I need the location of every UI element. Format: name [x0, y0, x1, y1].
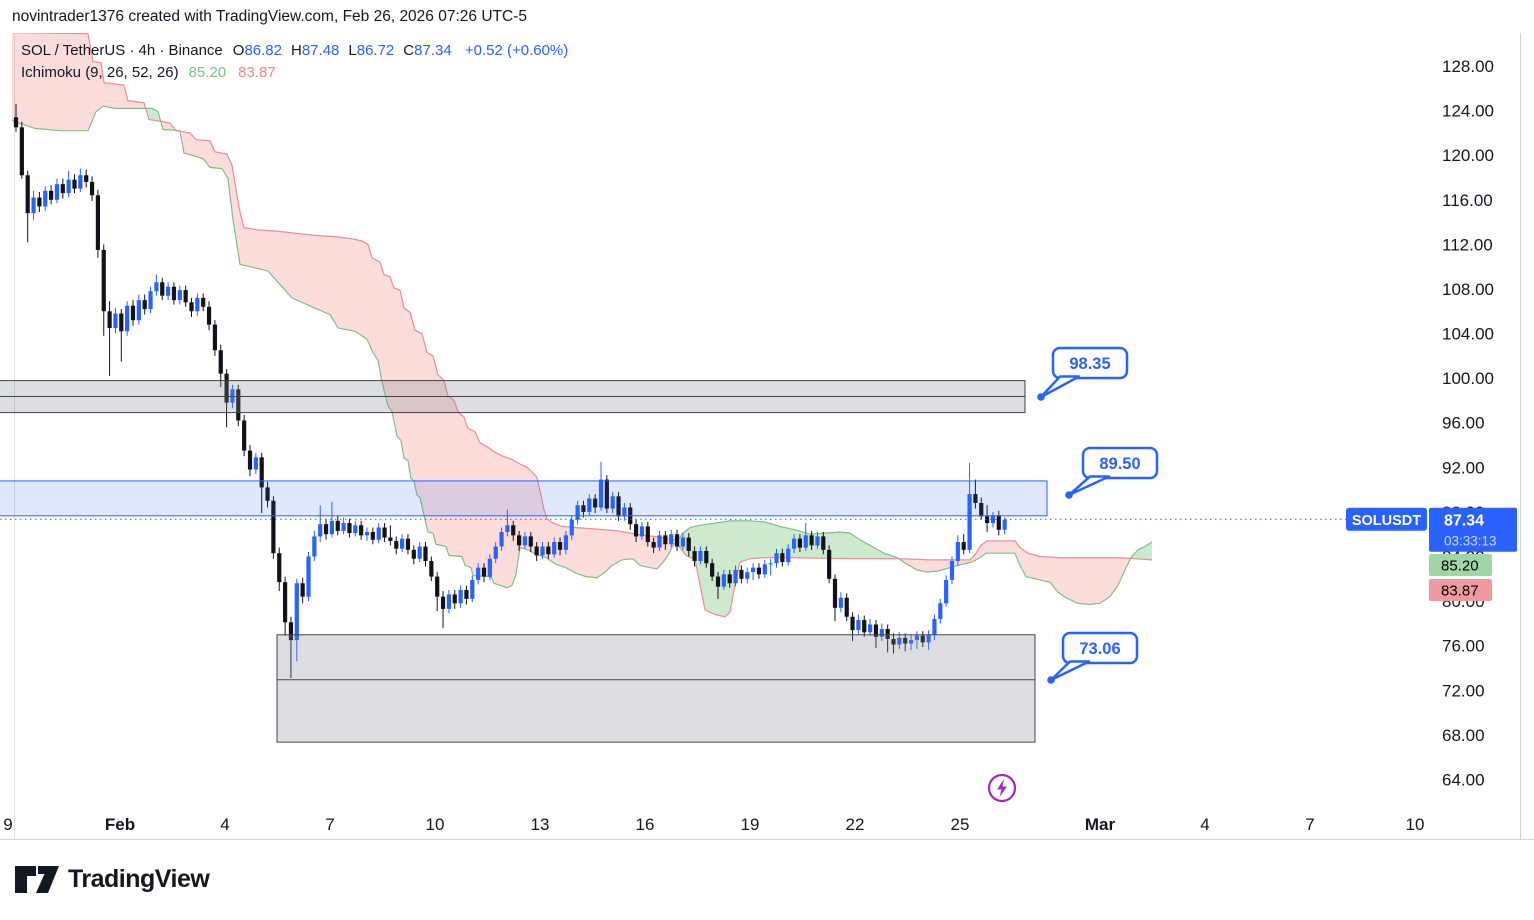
svg-text:83.87: 83.87: [1441, 583, 1479, 600]
svg-text:85.20: 85.20: [1441, 558, 1479, 575]
svg-text:4: 4: [220, 815, 229, 834]
svg-text:116.00: 116.00: [1442, 191, 1493, 210]
svg-text:64.00: 64.00: [1442, 770, 1485, 789]
time-axis[interactable]: 9 Feb 4 7 10 13 16 19 22 25 Mar 4 7 10: [0, 815, 1534, 840]
tradingview-logo-text: TradingView: [68, 864, 210, 893]
svg-text:104.00: 104.00: [1442, 325, 1494, 344]
senkou-b-label: 83.87: [1429, 579, 1492, 601]
svg-text:124.00: 124.00: [1442, 102, 1494, 121]
svg-text:89.50: 89.50: [1099, 455, 1140, 473]
price-callout-98.35[interactable]: 98.35: [1037, 346, 1129, 401]
price-callout-73.06[interactable]: 73.06: [1047, 631, 1139, 684]
svg-text:100.00: 100.00: [1442, 369, 1494, 388]
svg-text:10: 10: [1406, 815, 1425, 834]
svg-text:25: 25: [951, 815, 970, 834]
price-badges: SOLUSDT 87.34 03:33:13 85.20 83.87: [1346, 507, 1517, 601]
attribution-text: novintrader1376 created with TradingView…: [12, 8, 527, 25]
svg-text:128.00: 128.00: [1442, 57, 1494, 76]
price-callout-89.50[interactable]: 89.50: [1065, 446, 1159, 499]
supply-zone-98[interactable]: [0, 380, 1026, 414]
svg-text:120.00: 120.00: [1442, 146, 1494, 165]
indicator-title[interactable]: Ichimoku (9, 26, 52, 26): [21, 63, 179, 81]
svg-text:03:33:13: 03:33:13: [1444, 533, 1497, 548]
svg-text:22: 22: [846, 815, 865, 834]
svg-text:16: 16: [636, 815, 655, 834]
svg-text:112.00: 112.00: [1442, 235, 1493, 254]
svg-text:9: 9: [3, 815, 12, 834]
tradingview-logo-icon: [15, 866, 59, 893]
ichimoku-cloud: [11, 33, 1153, 618]
svg-text:7: 7: [325, 815, 334, 834]
resistance-zone-89[interactable]: [0, 480, 1048, 517]
svg-text:108.00: 108.00: [1442, 280, 1494, 299]
svg-text:73.06: 73.06: [1079, 640, 1120, 658]
svg-text:98.35: 98.35: [1069, 355, 1110, 373]
indicator-values: 85.20 83.87: [188, 63, 276, 81]
symbol-title[interactable]: SOL / TetherUS · 4h · Binance: [21, 42, 223, 59]
ohlc-values: O86.82 H87.48 L86.72 C87.34: [232, 42, 452, 59]
svg-text:7: 7: [1305, 815, 1314, 834]
svg-text:Mar: Mar: [1085, 815, 1116, 834]
svg-text:68.00: 68.00: [1442, 726, 1485, 745]
chart-legend: SOL / TetherUS · 4h · Binance O86.82 H87.4…: [21, 40, 568, 84]
change-value: +0.52 (+0.60%): [464, 42, 569, 59]
lightning-icon[interactable]: [987, 773, 1017, 803]
senkou-a-label: 85.20: [1429, 554, 1492, 576]
svg-text:87.34: 87.34: [1444, 512, 1484, 529]
price-callouts[interactable]: 98.35 89.50 73.06: [1037, 346, 1159, 684]
indicator-legend-row[interactable]: Ichimoku (9, 26, 52, 26) 85.20 83.87: [21, 62, 568, 84]
svg-text:SOLUSDT: SOLUSDT: [1352, 513, 1421, 529]
svg-text:72.00: 72.00: [1442, 681, 1485, 700]
price-axis[interactable]: 128.00 124.00 120.00 116.00 112.00 108.00 104.…: [1442, 33, 1521, 839]
svg-text:13: 13: [531, 815, 550, 834]
svg-text:76.00: 76.00: [1442, 637, 1485, 656]
svg-text:4: 4: [1200, 815, 1209, 834]
svg-text:Feb: Feb: [105, 815, 135, 834]
demand-zone-73[interactable]: [276, 634, 1036, 743]
symbol-legend-row[interactable]: SOL / TetherUS · 4h · Binance O86.82 H87.4…: [21, 40, 568, 62]
svg-text:10: 10: [426, 815, 445, 834]
last-price-label: 87.34 03:33:13: [1429, 507, 1517, 552]
svg-text:19: 19: [741, 815, 760, 834]
svg-text:96.00: 96.00: [1442, 414, 1485, 433]
symbol-price-tag: SOLUSDT: [1346, 507, 1427, 531]
zone-rectangles[interactable]: [0, 380, 1048, 743]
svg-text:92.00: 92.00: [1442, 458, 1485, 477]
tradingview-logo[interactable]: TradingView: [14, 862, 210, 896]
